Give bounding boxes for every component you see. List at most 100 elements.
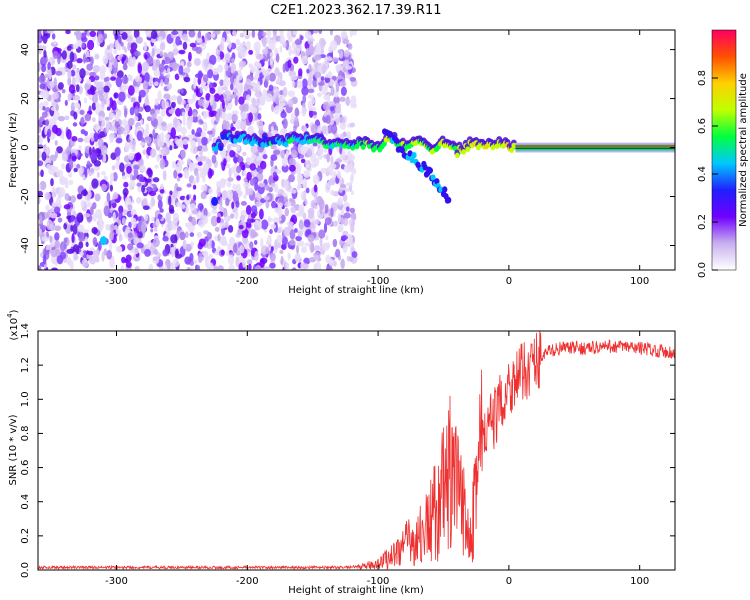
noise-blob — [153, 58, 157, 69]
noise-blob — [333, 260, 337, 267]
noise-blob — [153, 69, 161, 77]
noise-blob — [235, 256, 240, 267]
noise-blob — [181, 33, 189, 41]
noise-blob — [273, 216, 279, 225]
noise-blob — [89, 255, 97, 265]
noise-blob — [73, 167, 78, 173]
noise-blob — [270, 125, 274, 132]
noise-blob — [140, 223, 147, 234]
noise-blob — [189, 266, 194, 270]
noise-blob — [297, 240, 305, 247]
x-tick-label: 0 — [506, 576, 512, 587]
noise-blob — [123, 108, 128, 118]
noise-blob — [257, 120, 264, 131]
noise-blob — [301, 107, 307, 117]
noise-blob — [133, 164, 140, 170]
noise-blob — [42, 33, 48, 44]
noise-blob — [238, 224, 244, 230]
noise-blob — [313, 263, 317, 270]
noise-blob — [256, 81, 261, 92]
noise-blob — [258, 54, 263, 60]
noise-blob — [290, 149, 298, 159]
noise-blob — [120, 41, 124, 47]
noise-blob — [348, 154, 356, 161]
noise-blob — [161, 99, 166, 109]
noise-blob — [58, 187, 66, 198]
noise-blob — [67, 93, 71, 102]
noise-blob — [183, 67, 191, 74]
noise-blob — [297, 143, 303, 154]
noise-blob — [93, 239, 97, 247]
noise-blob — [225, 99, 229, 106]
noise-blob — [180, 150, 186, 159]
noise-blob — [191, 129, 195, 135]
snr-frame — [37, 330, 676, 571]
noise-blob — [197, 98, 204, 106]
noise-blob — [101, 119, 106, 128]
noise-blob — [319, 236, 323, 247]
noise-blob — [302, 94, 307, 104]
noise-blob — [61, 50, 67, 60]
noise-blob — [275, 90, 280, 98]
noise-blob — [308, 45, 315, 56]
noise-blob — [113, 57, 118, 69]
noise-blob — [228, 264, 235, 270]
noise-blob — [204, 32, 211, 41]
noise-blob — [70, 260, 74, 270]
noise-blob — [240, 111, 248, 120]
noise-blob — [350, 190, 354, 196]
noise-blob — [123, 64, 127, 70]
noise-blob — [312, 77, 318, 88]
noise-blob — [193, 259, 198, 264]
noise-blob — [56, 196, 62, 207]
noise-blob — [316, 77, 322, 83]
noise-blob — [61, 89, 66, 94]
noise-blob — [284, 201, 292, 207]
noise-blob — [91, 102, 97, 111]
noise-blob — [71, 64, 77, 70]
noise-blob — [76, 163, 81, 169]
noise-blob — [191, 216, 197, 226]
noise-blob — [109, 240, 113, 251]
noise-blob — [161, 121, 167, 127]
noise-blob — [144, 248, 151, 257]
noise-blob — [115, 76, 123, 88]
noise-blob — [155, 218, 160, 227]
noise-blob — [337, 223, 344, 233]
noise-blob — [160, 147, 168, 157]
noise-blob — [344, 65, 353, 70]
noise-blob — [131, 144, 136, 153]
noise-blob — [154, 164, 159, 169]
noise-blob — [76, 193, 83, 200]
noise-blob — [197, 161, 203, 167]
noise-blob — [86, 78, 92, 85]
noise-blob — [330, 86, 335, 97]
noise-blob — [225, 251, 230, 257]
noise-blob — [186, 266, 191, 270]
noise-blob — [83, 136, 91, 144]
noise-blob — [336, 170, 342, 179]
noise-blob — [231, 57, 235, 64]
noise-blob — [103, 77, 108, 83]
noise-blob — [225, 52, 231, 64]
noise-blob — [109, 172, 114, 183]
noise-blob — [101, 100, 105, 108]
noise-blob — [307, 234, 315, 243]
figure-title: C2E1.2023.362.17.39.R11 — [270, 3, 441, 18]
noise-blob — [319, 205, 323, 215]
noise-blob — [114, 147, 121, 157]
noise-blob — [119, 30, 124, 35]
x-tick-label: -300 — [105, 576, 128, 587]
noise-blob — [127, 204, 133, 211]
noise-blob — [76, 212, 84, 224]
noise-blob — [232, 156, 239, 163]
noise-blob — [346, 255, 351, 262]
noise-blob — [220, 249, 225, 256]
noise-blob — [254, 250, 259, 262]
noise-blob — [288, 174, 295, 183]
noise-blob — [288, 98, 294, 108]
noise-blob — [213, 30, 221, 35]
noise-blob — [246, 84, 254, 90]
noise-blob — [197, 242, 203, 250]
noise-blob — [95, 102, 100, 109]
